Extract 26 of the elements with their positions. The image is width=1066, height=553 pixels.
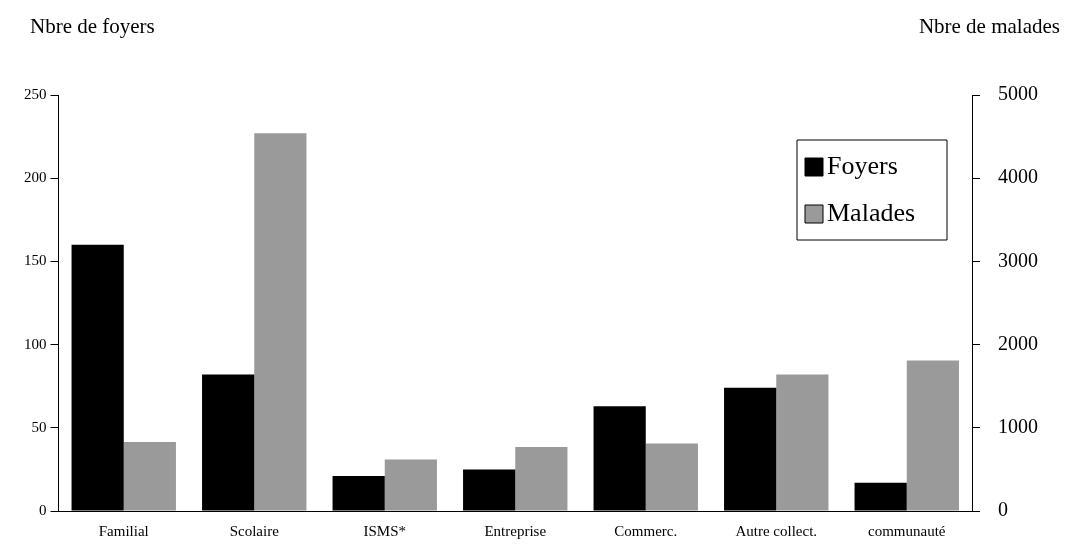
x-tick-label: Commerc. [614,522,678,539]
y-axis-title: Nbre de foyers [30,14,155,39]
x-tick-label: Scolaire [229,522,280,539]
x-tick-label: Familial [98,522,149,539]
x-tick-label: Entreprise [484,522,547,539]
y2-tick-label: 3000 [998,248,1038,271]
y2-axis-title: Nbre de malades [918,14,1060,39]
bar [123,441,176,511]
bar [254,133,307,511]
y-tick-label: 200 [24,169,47,186]
bar [906,360,959,511]
y-tick-label: 150 [24,252,47,269]
x-tick-label: ISMS* [363,522,407,539]
y2-tick-label: 2000 [998,331,1038,354]
y2-tick-label: 1000 [998,415,1038,438]
legend-label: Malades [827,197,916,227]
y-tick-label: 0 [39,501,47,518]
x-tick-label: communauté [868,522,946,539]
x-tick-label: Autre collect. [735,522,818,539]
y2-tick-label: 5000 [998,82,1038,105]
y-tick-label: 250 [24,85,47,102]
y-tick-label: 50 [31,418,47,435]
y-tick-label: 100 [24,335,47,352]
legend-label: Foyers [827,150,898,180]
y2-tick-label: 0 [998,498,1008,521]
y2-tick-label: 4000 [998,165,1038,188]
